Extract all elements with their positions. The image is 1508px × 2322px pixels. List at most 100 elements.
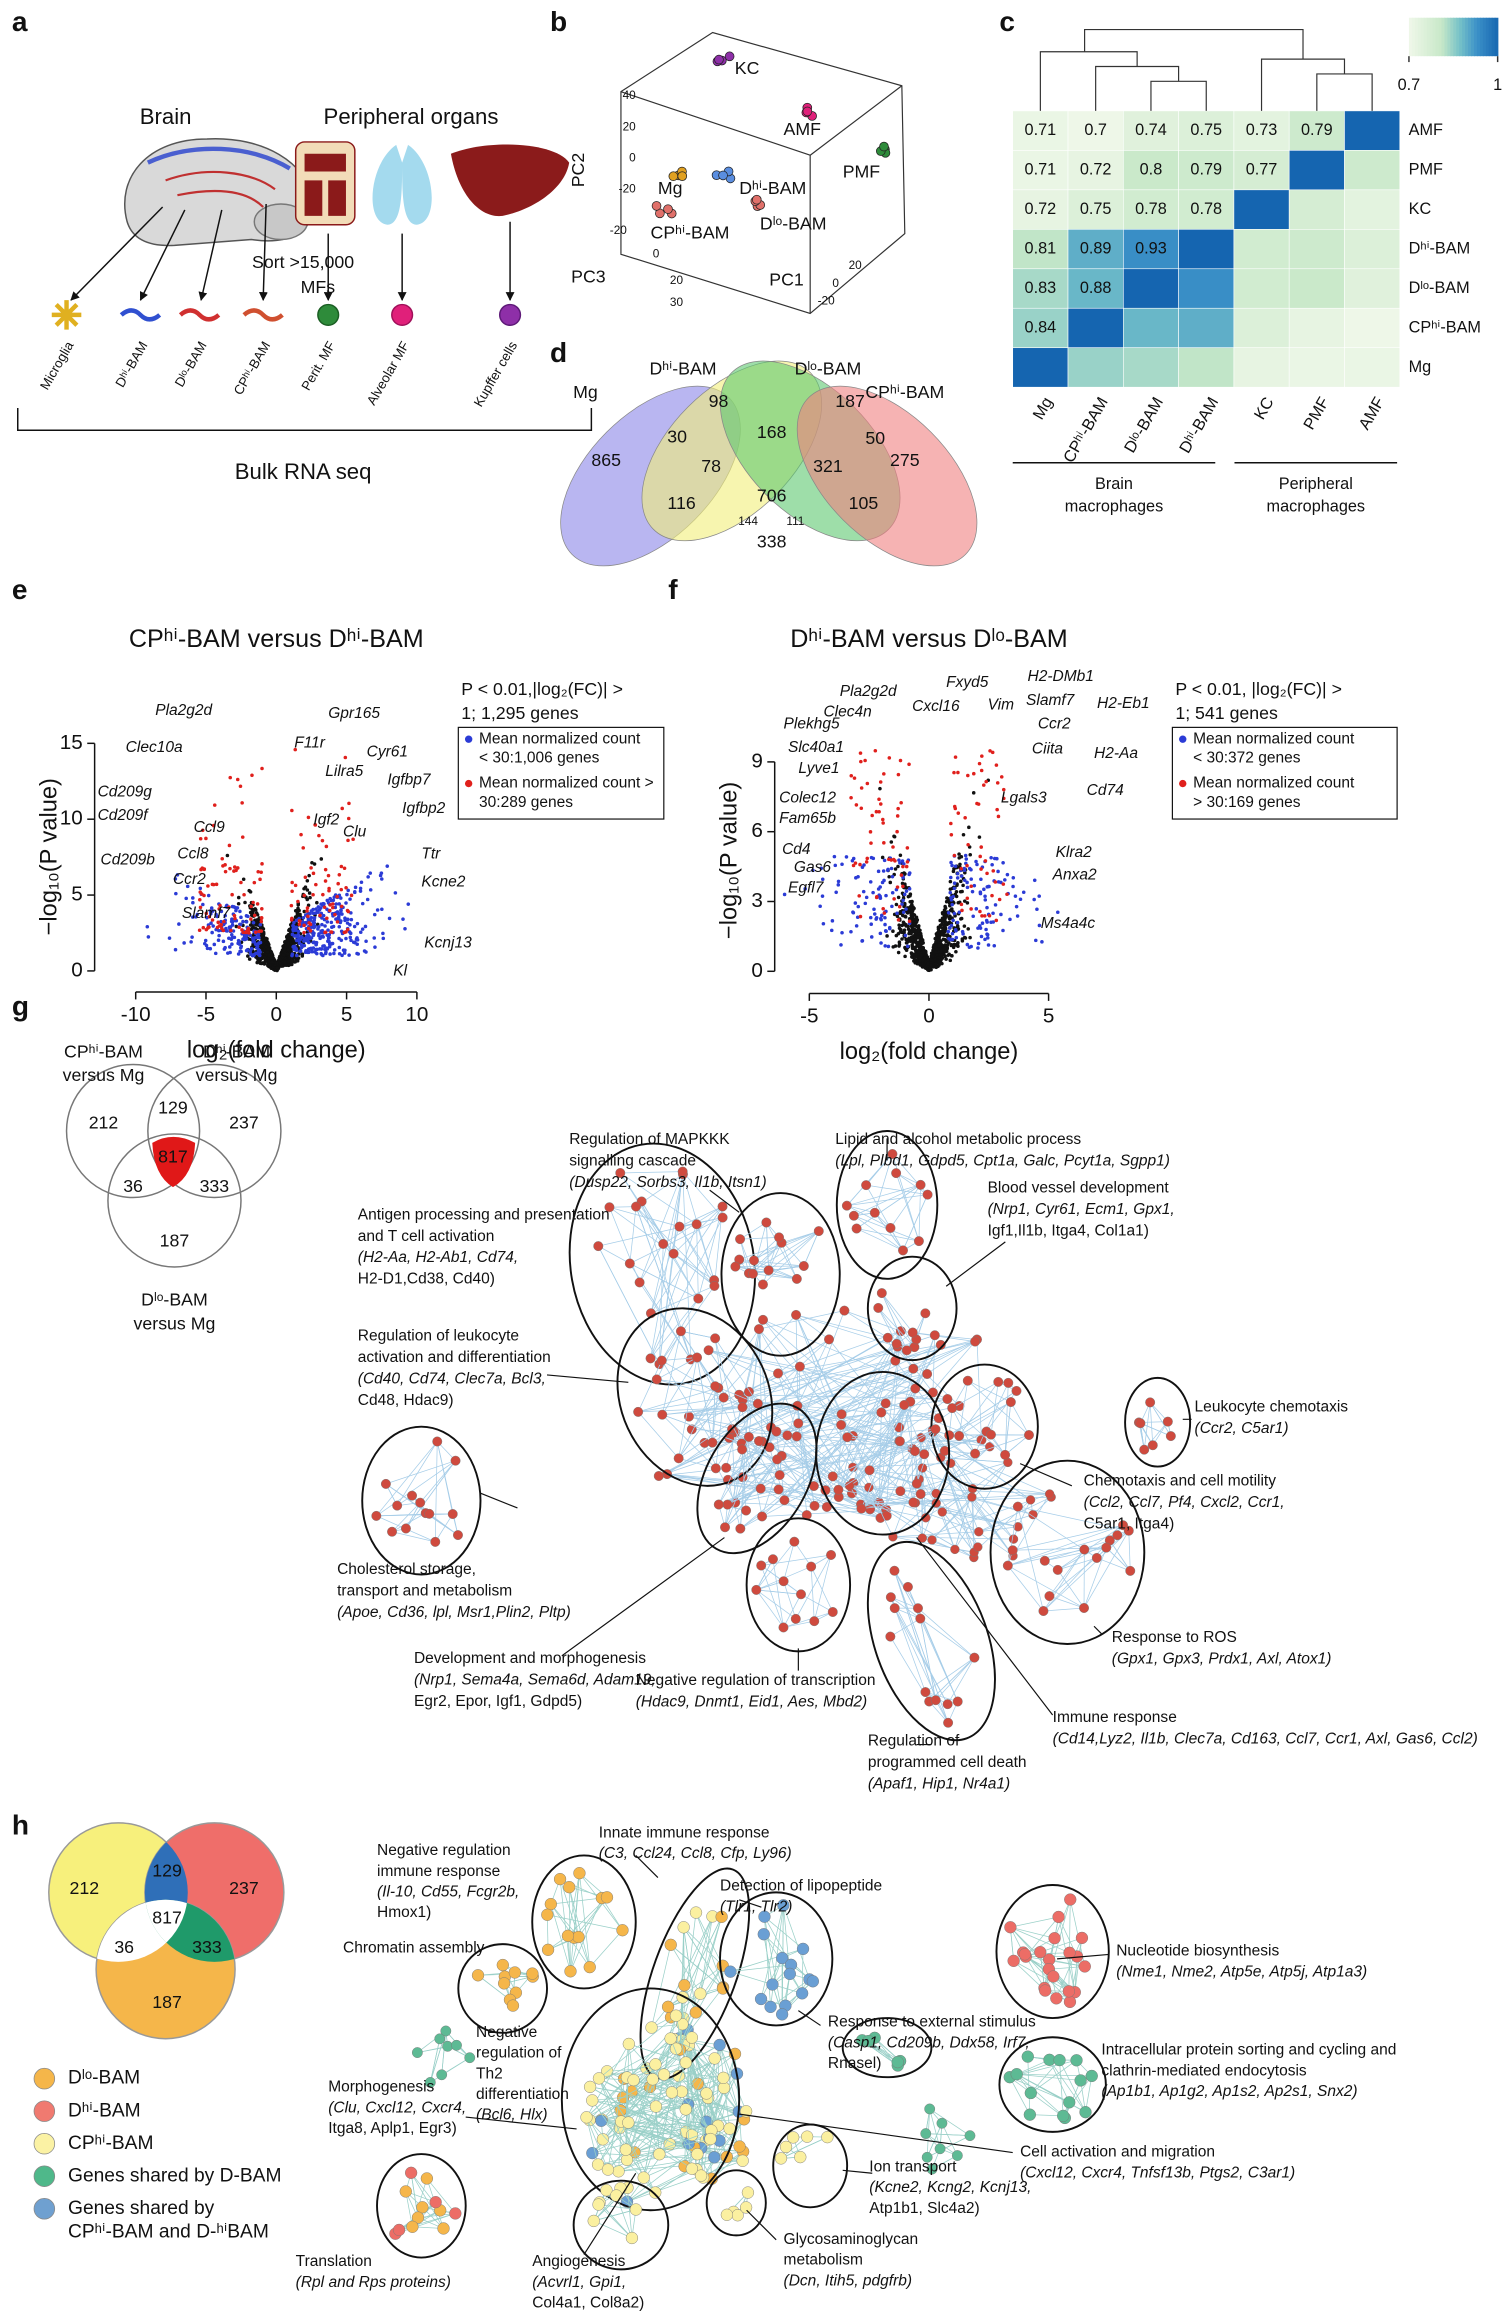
scatter-point xyxy=(912,906,916,911)
scatter-point xyxy=(225,853,230,858)
scatter-point xyxy=(211,924,215,928)
scatter-point xyxy=(308,895,312,900)
network-node xyxy=(651,1374,662,1385)
gene-label: Cd209b xyxy=(101,852,156,869)
gene-label: Lyve1 xyxy=(798,760,839,777)
scatter-point xyxy=(305,879,310,883)
scatter-point xyxy=(977,761,982,766)
colorbar-strip xyxy=(1438,17,1443,57)
scatter-point xyxy=(948,958,953,963)
scatter-point xyxy=(241,877,246,882)
annotation-line: activation and differentiation xyxy=(358,1349,551,1366)
gene-label: Igf2 xyxy=(313,812,339,829)
scatter-point xyxy=(882,772,886,776)
y-tick-label: 0 xyxy=(751,959,763,982)
scatter-point xyxy=(890,891,895,895)
scatter-point xyxy=(260,907,264,911)
scatter-point xyxy=(343,755,348,760)
scatter-point xyxy=(217,933,221,938)
scatter-point xyxy=(897,858,901,862)
gene-label: Ms4a4c xyxy=(1041,915,1096,932)
scatter-point xyxy=(328,903,332,907)
scatter-point xyxy=(999,775,1004,779)
scatter-point xyxy=(335,894,339,899)
legend-marker xyxy=(464,779,473,788)
scatter-point xyxy=(979,934,984,939)
scatter-point xyxy=(318,913,322,918)
scatter-point xyxy=(244,933,249,938)
network-node xyxy=(586,2094,599,2107)
scatter-point xyxy=(933,961,938,966)
network-node xyxy=(813,1226,824,1237)
scatter-point xyxy=(263,937,268,942)
annotation-line: Regulation of xyxy=(868,1733,960,1750)
scatter-point xyxy=(887,926,892,931)
scatter-point xyxy=(987,913,992,918)
network-edge xyxy=(391,1531,436,1543)
venn-count: 168 xyxy=(757,422,787,442)
scatter-point xyxy=(905,911,910,915)
network-node xyxy=(915,1489,926,1499)
colorbar-strip xyxy=(1488,17,1493,57)
scatter-point xyxy=(321,892,325,897)
gene-label: Gas6 xyxy=(794,859,831,876)
group-label: Mg xyxy=(658,178,683,198)
set-label: versus Mg xyxy=(63,1065,145,1085)
scatter-point xyxy=(320,838,325,843)
network-node xyxy=(1012,1501,1023,1512)
group-label: PMF xyxy=(843,162,881,182)
annotation-line: Development and morphogenesis xyxy=(414,1650,646,1667)
scatter-point xyxy=(908,899,912,904)
scatter-point xyxy=(907,919,912,924)
scatter-point xyxy=(326,928,330,932)
scatter-point xyxy=(896,950,901,955)
scatter-point xyxy=(955,883,959,888)
scatter-point xyxy=(258,926,263,930)
scatter-point xyxy=(316,927,320,931)
venn-count: 275 xyxy=(890,450,920,470)
scatter-point xyxy=(953,942,958,947)
network-node xyxy=(806,1975,820,1988)
scatter-point xyxy=(249,913,254,918)
scatter-point xyxy=(258,922,263,927)
scatter-point xyxy=(996,869,1000,874)
scatter-point xyxy=(314,940,319,945)
legend-marker xyxy=(33,2067,56,2090)
scatter-point xyxy=(288,945,292,950)
scatter-point xyxy=(335,910,340,914)
scatter-point xyxy=(228,775,233,780)
scatter-point xyxy=(905,939,910,944)
scatter-point xyxy=(189,940,193,944)
scatter-point xyxy=(910,924,915,928)
scatter-point xyxy=(984,779,988,784)
heatmap-cell xyxy=(1178,189,1235,230)
network-node xyxy=(708,2052,721,2065)
x-axis-label: log₂(fold change) xyxy=(840,1039,1019,1065)
scatter-point xyxy=(891,857,896,862)
scatter-point xyxy=(961,832,966,837)
label: PC2 xyxy=(568,153,588,188)
network-node xyxy=(564,1965,577,1978)
scatter-point xyxy=(887,874,891,879)
scatter-point xyxy=(218,903,222,908)
scatter-point xyxy=(896,918,901,922)
scatter-point xyxy=(893,867,898,871)
scatter-point xyxy=(903,945,907,950)
venn-count: 144 xyxy=(738,514,758,528)
network-edge xyxy=(639,1282,692,1360)
scatter-point xyxy=(849,773,854,778)
scatter-point xyxy=(316,910,320,915)
legend-box xyxy=(1171,726,1398,820)
scatter-point xyxy=(230,933,234,937)
network-edge xyxy=(856,1184,921,1229)
network-node xyxy=(894,1436,905,1447)
network-node xyxy=(1064,1893,1077,1906)
scatter-point xyxy=(204,836,208,841)
pca-point xyxy=(663,204,673,214)
network-node xyxy=(669,2009,683,2022)
network-node xyxy=(601,2163,615,2176)
network-node xyxy=(783,1967,796,1981)
scatter-point xyxy=(891,945,895,949)
scatter-point xyxy=(344,885,348,890)
scatter-point xyxy=(976,926,980,930)
